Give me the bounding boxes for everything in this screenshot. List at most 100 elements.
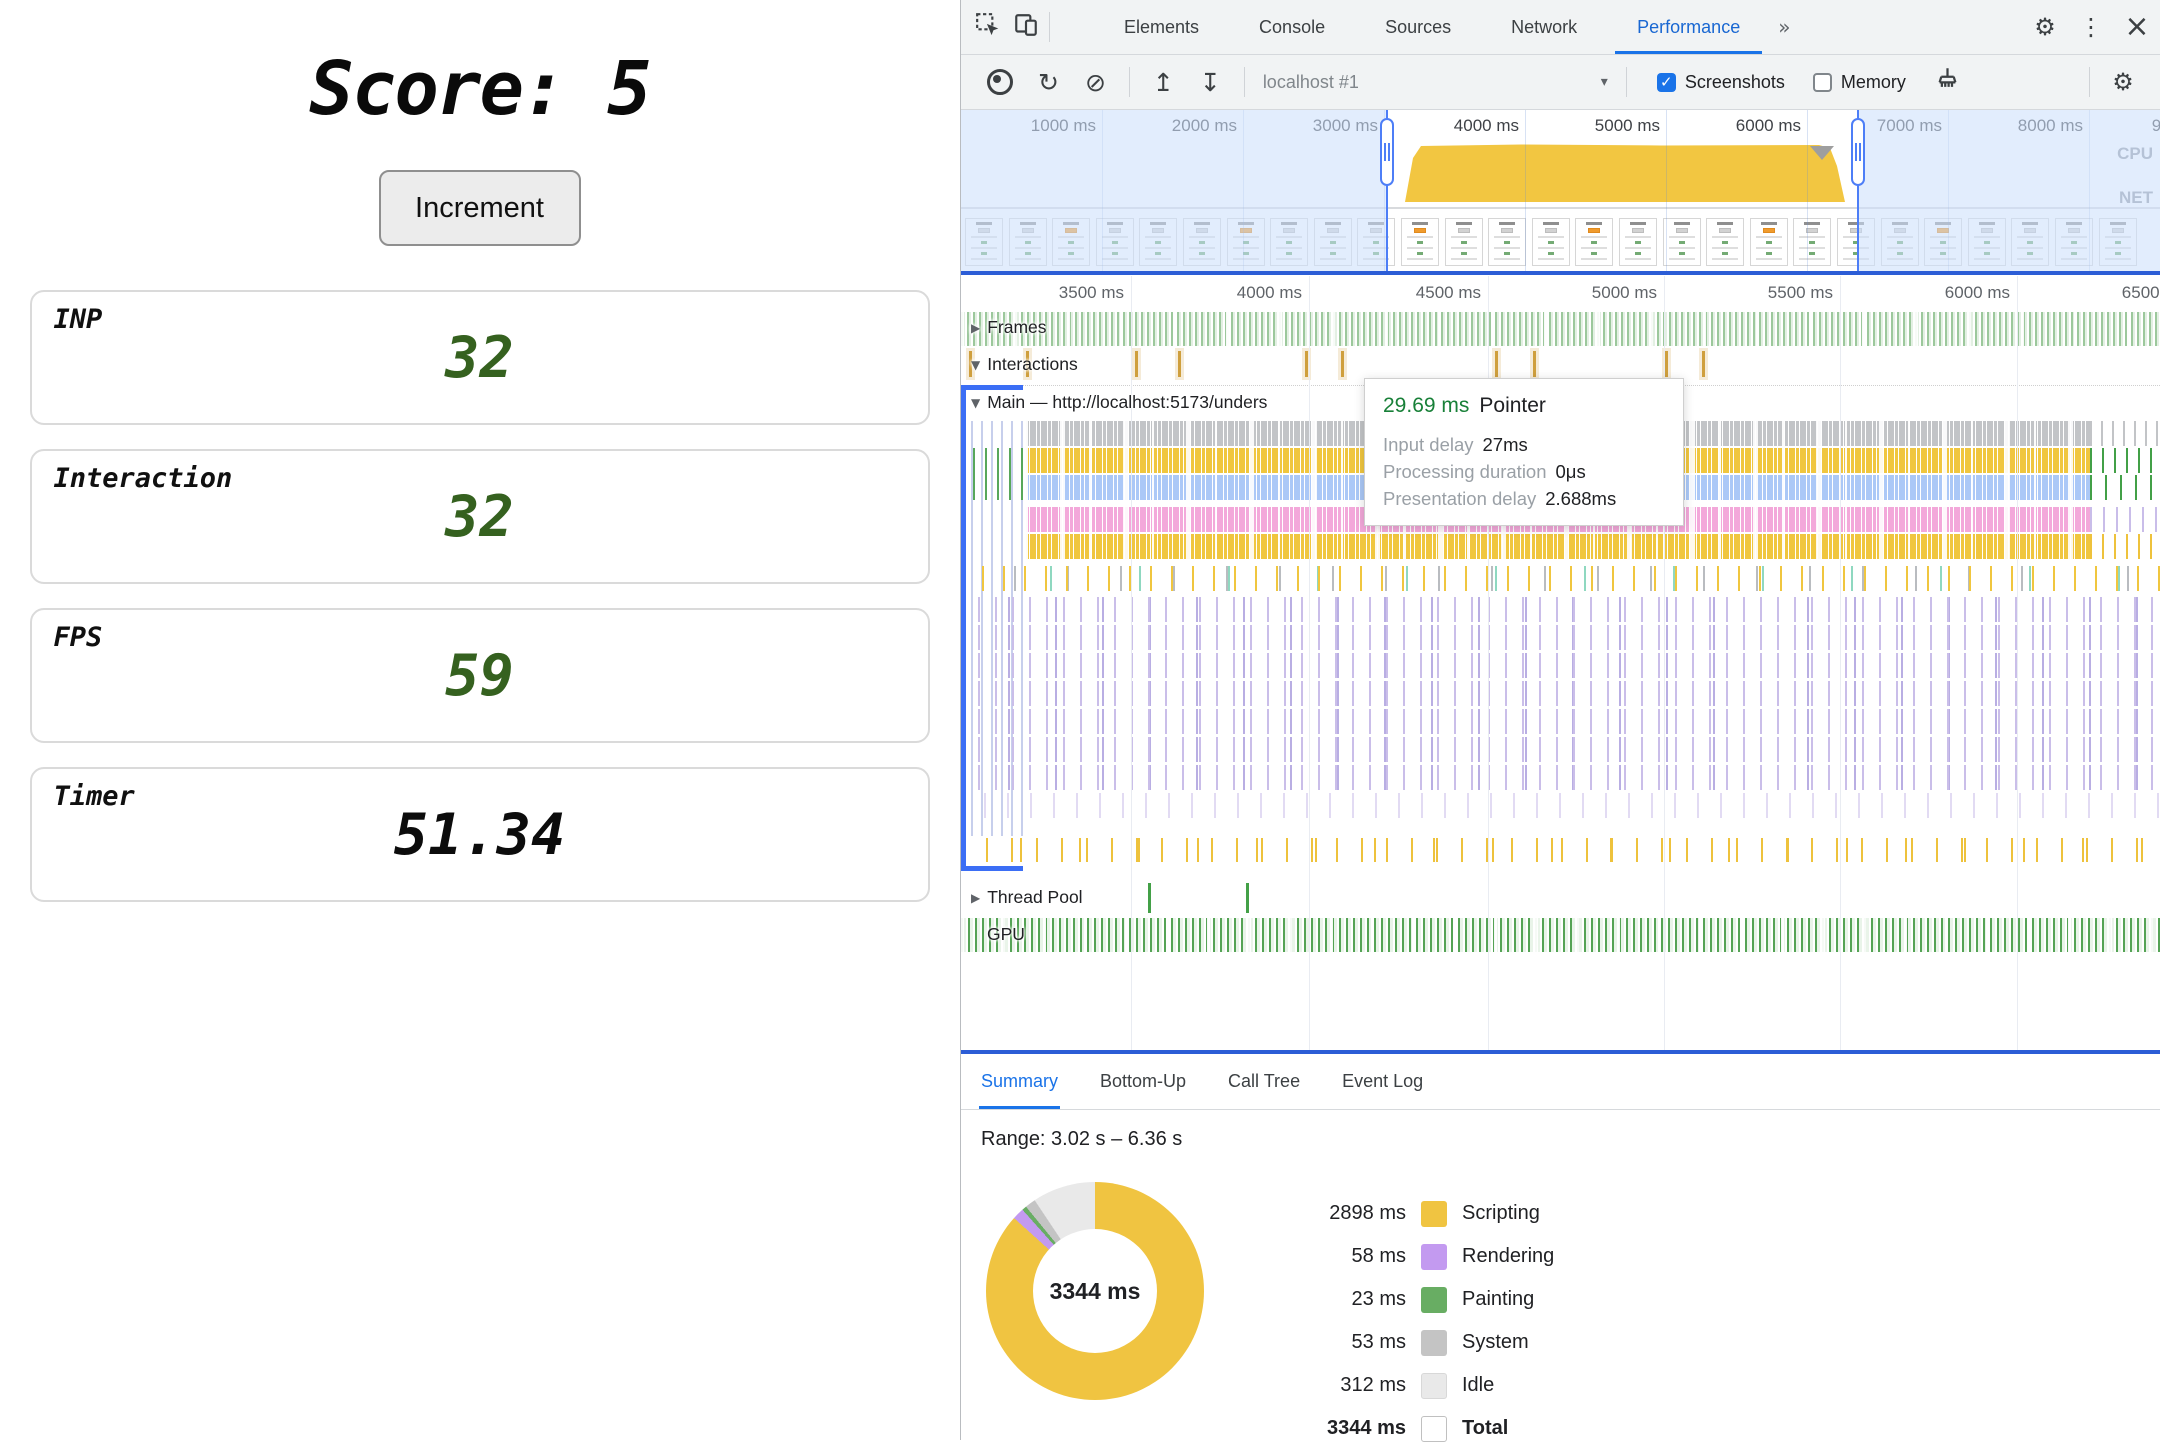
clear-icon[interactable]: ⊘ [1084,67,1106,97]
flame-row-lav [961,765,2160,790]
metric-label: Timer [53,781,135,812]
interaction-marker[interactable] [969,351,972,377]
legend-value: 3344 ms [1327,1417,1406,1439]
garbage-collect-brush-icon[interactable] [1934,66,1961,98]
interaction-marker[interactable] [1495,351,1498,377]
interaction-marker[interactable] [1341,351,1344,377]
legend-row: 312 ms Idle [1261,1364,1554,1407]
upload-profile-icon[interactable]: ↥ [1152,67,1174,97]
gpu-track-label[interactable]: GPU [987,924,1025,944]
overview-ruler-label: 4000 ms [1453,116,1519,135]
cpu-activity-chart [1405,144,1845,202]
bottom-tab-summary[interactable]: Summary [978,1054,1061,1109]
interaction-marker[interactable] [1026,351,1029,377]
page-title: Score: 5 [309,46,651,132]
reload-record-icon[interactable]: ↻ [1038,67,1059,97]
metric-value: 59 [445,642,514,709]
tab-console[interactable]: Console [1259,16,1326,37]
devtools-tabbar: Elements Console Sources Network Performance… [961,0,2160,55]
close-icon[interactable]: × [2124,9,2150,44]
memory-label: Memory [1840,71,1906,92]
screenshot-thumbnail[interactable] [1749,218,1788,266]
interaction-marker[interactable] [1533,351,1536,377]
app-page: Score: 5 Increment INP 32 Interaction 32 FPS… [0,0,959,1440]
frames-track[interactable] [961,312,2160,347]
thread-pool-track-label[interactable]: ▶ Thread Pool [971,887,1083,907]
interaction-marker[interactable] [1702,351,1705,377]
interaction-marker[interactable] [1305,351,1308,377]
tab-network[interactable]: Network [1511,16,1578,37]
ruler-label: 3500 ms [1058,283,1124,302]
metric-value: 32 [445,324,514,391]
capture-settings-gear-icon[interactable]: ⚙ [2112,68,2134,96]
thread-pool-event[interactable] [1148,883,1151,913]
download-profile-icon[interactable]: ↧ [1199,67,1221,97]
settings-gear-icon[interactable]: ⚙ [2034,13,2056,41]
screenshot-thumbnail[interactable] [1401,218,1439,266]
screenshot-thumbnail[interactable] [1575,218,1614,266]
bottom-tab-event-log[interactable]: Event Log [1342,1071,1424,1091]
legend-label: Painting [1462,1288,1535,1310]
gpu-track[interactable] [961,918,2160,952]
bottom-tab-call-tree[interactable]: Call Tree [1228,1071,1301,1091]
screenshot-thumbnail[interactable] [1662,218,1701,266]
screenshots-checkbox[interactable]: ✓ [1656,72,1676,92]
interaction-marker[interactable] [1178,351,1181,377]
screenshot-thumbnail[interactable] [1706,218,1745,266]
main-track-label[interactable]: ▼ Main — http://localhost:5173/unders [971,392,1268,412]
kebab-menu-icon[interactable]: ⋮ [2079,13,2103,41]
increment-button[interactable]: Increment [378,170,581,246]
screenshot-thumbnail[interactable] [1619,218,1657,266]
track-gridline [1664,276,1665,1050]
screenshots-label: Screenshots [1684,71,1785,92]
thread-pool-event[interactable] [1246,883,1249,913]
ruler-label: 6000 ms [1944,283,2010,302]
tab-performance[interactable]: Performance [1607,0,1770,54]
device-toolbar-icon[interactable] [1013,12,1039,43]
flame-row-lav2 [961,793,2160,818]
interactions-track-label[interactable]: ▼ Interactions [971,354,1078,374]
screenshot-thumbnail[interactable] [1488,218,1527,266]
flame-row-lav [961,625,2160,650]
frames-track-label[interactable]: ▶ Frames [971,317,1047,337]
performance-toolbar: ↻ ⊘ ↥ ↧ localhost #1 ▾ ✓ Screenshots Mem… [961,55,2160,110]
tab-sources[interactable]: Sources [1385,16,1452,37]
triangle-expanded-icon: ▼ [971,395,981,410]
legend-value: 2898 ms [1329,1202,1406,1224]
interaction-marker[interactable] [1665,351,1668,377]
metric-card: INP 32 [29,290,930,425]
memory-checkbox[interactable] [1812,72,1832,92]
legend-label: Idle [1462,1374,1495,1396]
legend-swatch [1421,1329,1447,1356]
bottom-tab-bottom-up[interactable]: Bottom-Up [1100,1071,1187,1091]
metric-card: Interaction 32 [29,449,930,584]
more-tabs-icon[interactable]: » [1778,15,1791,39]
interaction-marker[interactable] [1135,351,1138,377]
ruler-label: 5000 ms [1591,283,1657,302]
flame-chart-tracks[interactable]: 3500 ms 4000 ms 4500 ms 5000 ms 5500 ms 6000 … [961,276,2160,1050]
selection-handle-right[interactable] [1851,118,1865,186]
record-icon[interactable] [987,69,1013,95]
summary-donut-chart: 3344 ms [986,1182,1204,1400]
tooltip-row: Presentation delay 2.688ms [1383,488,1617,509]
screenshot-thumbnail[interactable] [1531,218,1570,266]
metric-value: 32 [445,483,514,550]
screenshot-thumbnail[interactable] [1444,218,1483,266]
history-select[interactable]: localhost #1 ▾ [1262,71,1608,92]
metric-label: INP [53,304,103,335]
screenshot-thumbnail[interactable] [1793,218,1832,266]
tooltip-duration: 29.69 ms [1383,394,1470,417]
track-gridline [2017,276,2018,1050]
devtools-panel: Elements Console Sources Network Performance… [960,0,2160,1442]
thread-pool-track[interactable] [961,880,2160,916]
triangle-expanded-icon: ▼ [971,357,981,372]
divider [1049,12,1050,42]
tooltip-title: Pointer [1479,394,1546,417]
selection-handle-left[interactable] [1380,118,1394,186]
metric-label: FPS [53,622,103,653]
tab-elements[interactable]: Elements [1124,16,1200,37]
triangle-collapsed-icon: ▶ [971,320,981,335]
inspect-element-icon[interactable] [975,12,1001,43]
legend-label: Total [1462,1417,1509,1439]
